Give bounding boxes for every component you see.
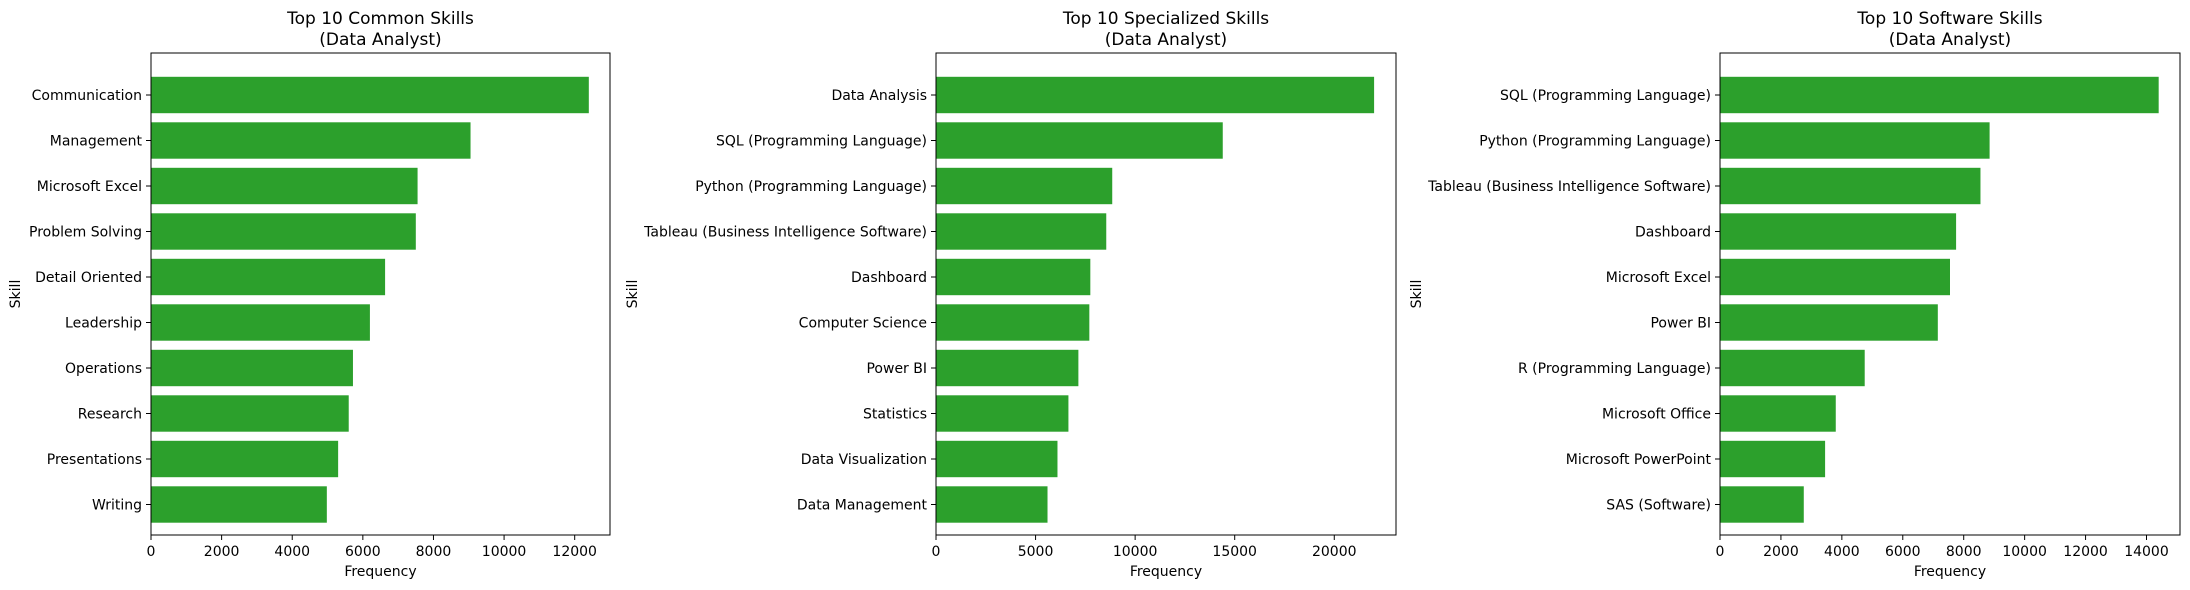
y-tick-label: Research — [78, 407, 142, 423]
bar — [936, 76, 1375, 114]
bar — [1720, 167, 1981, 205]
y-tick-label: Data Visualization — [801, 452, 927, 468]
y-tick-label: Dashboard — [1635, 225, 1711, 241]
bar — [1720, 122, 1990, 159]
bar — [1720, 76, 2159, 114]
bar — [1720, 486, 1804, 523]
bar — [1720, 213, 1957, 250]
bar — [936, 304, 1090, 341]
bar — [1720, 304, 1938, 341]
bar — [151, 213, 416, 250]
x-tick-label: 4000 — [1824, 544, 1860, 560]
y-tick-label: Management — [50, 134, 143, 150]
plot-frame — [150, 52, 611, 536]
y-tick-label: Computer Science — [799, 316, 927, 332]
y-tick-label: Power BI — [1650, 316, 1711, 332]
bar — [1720, 440, 1826, 478]
bar — [936, 349, 1079, 387]
bar — [936, 486, 1048, 523]
bar — [1720, 395, 1836, 432]
bar — [151, 76, 589, 114]
chart-subtitle: (Data Analyst) — [1105, 30, 1227, 50]
bar — [151, 258, 386, 296]
x-tick-label: 2000 — [204, 544, 240, 560]
y-tick-label: SAS (Software) — [1606, 498, 1711, 514]
bar — [936, 213, 1107, 250]
x-tick-label: 6000 — [345, 544, 381, 560]
x-tick-label: 12000 — [552, 544, 597, 560]
y-tick-label: Statistics — [863, 407, 927, 423]
x-tick-label: 0 — [932, 544, 941, 560]
bar — [936, 167, 1113, 205]
y-tick-label: Problem Solving — [29, 225, 142, 241]
bar — [936, 440, 1058, 478]
bar — [936, 395, 1069, 432]
y-axis-label: Skill — [625, 280, 641, 309]
x-tick-label: 10000 — [1113, 544, 1158, 560]
y-tick-label: R (Programming Language) — [1518, 361, 1711, 377]
plot-frame — [1719, 52, 2181, 536]
x-tick-label: 20000 — [1312, 544, 1357, 560]
y-tick-label: Microsoft Excel — [37, 179, 142, 195]
plot-frame — [935, 52, 1397, 536]
y-tick-label: SQL (Programming Language) — [1500, 88, 1711, 104]
y-tick-label: Data Analysis — [831, 88, 927, 104]
bar — [151, 486, 327, 523]
x-tick-label: 6000 — [1885, 544, 1921, 560]
y-axis-label: Skill — [8, 280, 24, 309]
x-tick-label: 0 — [147, 544, 156, 560]
chart-panel-specialized-skills: Top 10 Specialized Skills (Data Analyst)… — [625, 9, 1397, 580]
chart-panel-common-skills: Top 10 Common Skills (Data Analyst) Freq… — [8, 9, 611, 580]
y-tick-label: Data Management — [797, 498, 928, 514]
bar — [151, 167, 418, 205]
y-tick-label: Tableau (Business Intelligence Software) — [643, 225, 927, 241]
x-tick-label: 10000 — [482, 544, 527, 560]
bar — [1720, 258, 1950, 296]
y-tick-label: Dashboard — [851, 270, 927, 286]
y-tick-label: Microsoft Office — [1602, 407, 1711, 423]
y-tick-label: SQL (Programming Language) — [716, 134, 927, 150]
bar — [936, 258, 1091, 296]
y-axis-label: Skill — [1409, 280, 1425, 309]
x-axis-label: Frequency — [1130, 564, 1202, 580]
x-axis-label: Frequency — [344, 564, 416, 580]
x-tick-label: 15000 — [1212, 544, 1257, 560]
chart-subtitle: (Data Analyst) — [1889, 30, 2011, 50]
x-tick-label: 0 — [1716, 544, 1725, 560]
y-tick-label: Tableau (Business Intelligence Software) — [1427, 179, 1711, 195]
x-tick-label: 8000 — [1946, 544, 1982, 560]
chart-title: Top 10 Specialized Skills — [1062, 9, 1269, 29]
chart-subtitle: (Data Analyst) — [319, 30, 441, 50]
y-tick-label: Python (Programming Language) — [695, 179, 927, 195]
y-tick-label: Detail Oriented — [35, 270, 142, 286]
bar — [151, 395, 349, 432]
x-tick-label: 14000 — [2124, 544, 2169, 560]
y-tick-label: Writing — [92, 498, 142, 514]
x-tick-label: 10000 — [2002, 544, 2047, 560]
chart-panel-software-skills: Top 10 Software Skills (Data Analyst) Fr… — [1409, 9, 2181, 580]
y-tick-label: Presentations — [47, 452, 142, 468]
bar — [151, 304, 370, 341]
y-tick-label: Python (Programming Language) — [1479, 134, 1711, 150]
bar — [151, 440, 339, 478]
bar — [151, 349, 353, 387]
x-tick-label: 4000 — [274, 544, 310, 560]
y-tick-label: Microsoft Excel — [1606, 270, 1711, 286]
bar — [151, 122, 471, 159]
x-tick-label: 5000 — [1018, 544, 1054, 560]
x-axis-label: Frequency — [1914, 564, 1986, 580]
x-tick-label: 12000 — [2063, 544, 2108, 560]
chart-title: Top 10 Software Skills — [1856, 9, 2042, 29]
bar — [1720, 349, 1865, 387]
bar — [936, 122, 1223, 159]
x-tick-label: 2000 — [1763, 544, 1799, 560]
x-tick-label: 8000 — [416, 544, 452, 560]
y-tick-label: Power BI — [866, 361, 927, 377]
chart-title: Top 10 Common Skills — [286, 9, 474, 29]
y-tick-label: Communication — [32, 88, 142, 104]
y-tick-label: Microsoft PowerPoint — [1566, 452, 1712, 468]
y-tick-label: Leadership — [65, 316, 142, 332]
y-tick-label: Operations — [65, 361, 142, 377]
